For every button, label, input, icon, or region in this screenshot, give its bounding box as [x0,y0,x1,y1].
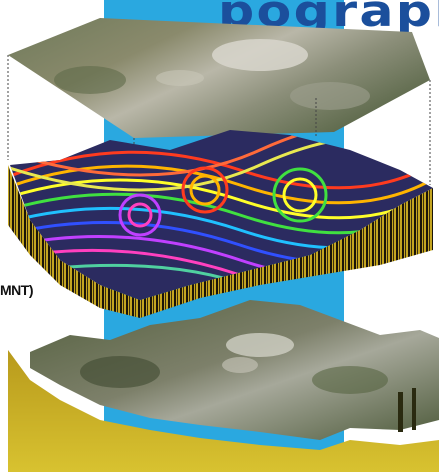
textured-terrain-layer [8,300,439,472]
elevation-model-layer [8,130,433,318]
layer-label: MNT) [0,282,34,298]
aerial-photo-layer [8,18,430,138]
